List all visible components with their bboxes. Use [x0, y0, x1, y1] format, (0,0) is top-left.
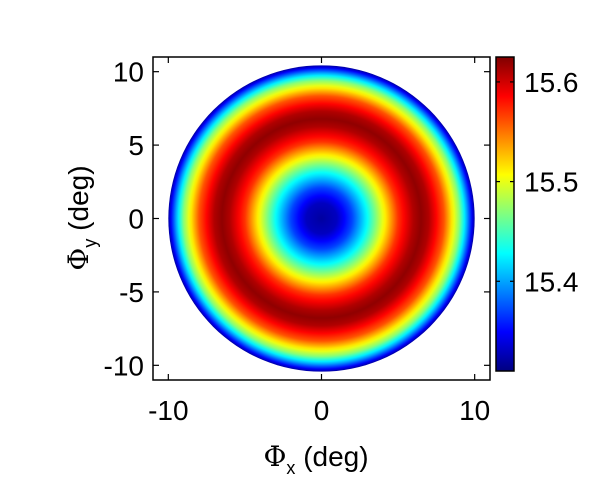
colorbar-tick-label: 15.5 [524, 167, 579, 198]
x-tick-label: -10 [148, 395, 188, 426]
x-tick-label: 0 [314, 395, 330, 426]
y-axis-label-unit: (deg) [63, 165, 94, 230]
x-tick-label: 10 [459, 395, 490, 426]
colorbar-tick-label: 15.4 [524, 266, 579, 297]
y-axis-label-sub: y [80, 239, 100, 248]
y-ticks: 10 5 0 -5 -10 [104, 57, 490, 381]
x-axis-label: Φx (deg) [263, 440, 368, 478]
y-tick-label: -5 [119, 277, 144, 308]
x-axis-label-symbol: Φ [263, 440, 286, 473]
x-axis-label-sub: x [286, 458, 295, 478]
y-tick-label: 5 [128, 130, 144, 161]
colorbar-ticks: 15.4 15.5 15.6 [496, 67, 579, 297]
heatmap-disk [168, 65, 475, 372]
x-ticks: -10 0 10 [148, 57, 490, 426]
y-tick-label: 10 [113, 57, 144, 88]
colorbar [495, 56, 515, 372]
y-tick-label: -10 [104, 350, 144, 381]
y-tick-label: 0 [128, 204, 144, 235]
y-axis-label-symbol: Φ [62, 248, 95, 271]
x-axis-label-unit: (deg) [303, 441, 368, 472]
colorbar-tick-label: 15.6 [524, 67, 579, 98]
y-axis-label: Φy (deg) [62, 165, 100, 270]
